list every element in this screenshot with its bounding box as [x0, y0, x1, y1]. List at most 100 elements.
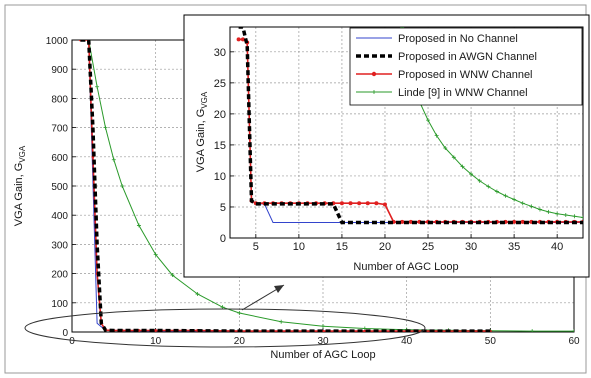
legend-label: Proposed in AWGN Channel — [398, 51, 537, 63]
main-y-axis-label: VGA Gain, GVGA — [13, 145, 27, 226]
series-2-point — [348, 201, 353, 206]
series-3-point — [512, 197, 517, 202]
series-3-point — [581, 215, 583, 220]
y-tick-label: 0 — [62, 328, 68, 339]
zoom-region-ellipse — [24, 308, 426, 348]
legend: Proposed in No Channel Proposed in AWGN C… — [349, 27, 583, 106]
series-3-point — [451, 155, 456, 160]
y-tick-label: 30 — [214, 47, 226, 59]
series-3-point — [460, 164, 465, 169]
series-2-point — [357, 201, 362, 206]
legend-marker — [371, 71, 377, 77]
zoom-arrow-head — [274, 285, 284, 293]
y-tick-label: 600 — [51, 153, 68, 164]
y-tick-label: 900 — [51, 65, 68, 76]
series-3-point — [321, 324, 325, 329]
y-tick-label: 200 — [51, 270, 68, 281]
y-tick-label: 5 — [220, 202, 226, 214]
series-3-point — [572, 329, 574, 332]
y-tick-label: 400 — [51, 211, 68, 222]
y-tick-label: 500 — [51, 182, 68, 193]
series-3-point — [469, 172, 474, 177]
x-tick-label: 0 — [69, 336, 75, 347]
series-3-point — [111, 157, 116, 162]
series-2-point — [520, 219, 525, 224]
y-tick-label: 1000 — [46, 36, 69, 47]
series-3-point — [279, 319, 284, 324]
series-2-line — [80, 40, 491, 332]
series-3-point — [426, 118, 431, 123]
y-tick-label: 100 — [51, 299, 68, 310]
x-tick-label: 35 — [508, 241, 520, 253]
x-tick-label: 20 — [234, 336, 246, 347]
series-2-point — [236, 37, 241, 42]
y-tick-label: 700 — [51, 124, 68, 135]
inset-chart: 5 10 15 20 25 30 35 40 0 5 10 15 20 25 30 Number of AG… — [183, 14, 590, 278]
series-3-point — [529, 204, 534, 209]
series-3-point — [486, 184, 491, 189]
series-3-point — [153, 252, 158, 257]
series-3-point — [120, 184, 125, 188]
series-3-point — [530, 329, 535, 332]
inset-axes-box — [229, 26, 584, 239]
series-3-point — [572, 214, 577, 219]
series-2-point — [363, 329, 367, 332]
x-tick-label: 25 — [422, 241, 434, 253]
series-1-line — [80, 40, 491, 332]
x-tick-label: 10 — [293, 241, 305, 253]
x-tick-label: 50 — [485, 336, 497, 347]
y-tick-label: 20 — [214, 109, 226, 121]
series-3-line — [401, 27, 583, 218]
x-tick-label: 20 — [379, 241, 391, 253]
x-tick-label: 5 — [253, 241, 259, 253]
x-tick-label: 60 — [568, 336, 580, 347]
series-3-point — [503, 193, 508, 198]
series-3-point — [443, 146, 448, 151]
main-series — [78, 40, 574, 332]
legend-label: Proposed in WNW Channel — [398, 69, 533, 81]
series-3-point — [546, 209, 551, 214]
series-2-point — [512, 219, 517, 224]
series-2-point — [240, 37, 245, 42]
x-tick-label: 30 — [465, 241, 477, 253]
series-3-point — [136, 223, 141, 228]
legend-marker — [372, 90, 376, 94]
series-2-point — [400, 219, 405, 224]
series-2-point — [408, 219, 413, 224]
series-3-point — [195, 292, 200, 297]
legend-label: Linde [9] in WNW Channel — [398, 87, 528, 99]
series-3-point — [95, 84, 100, 89]
x-tick-label: 15 — [336, 241, 348, 253]
series-3-point — [555, 211, 560, 216]
series-3-point — [103, 125, 108, 130]
x-tick-label: 40 — [401, 336, 413, 347]
y-tick-label: 800 — [51, 94, 68, 105]
y-tick-label: 25 — [214, 78, 226, 90]
series-2-point — [339, 201, 344, 206]
series-3-point — [563, 213, 568, 218]
series-3-point — [170, 273, 175, 278]
series-3-point — [237, 311, 242, 316]
x-tick-label: 30 — [317, 336, 329, 347]
y-tick-label: 300 — [51, 240, 68, 251]
series-2-point — [365, 201, 370, 206]
series-3-point — [520, 201, 525, 206]
y-tick-label: 0 — [220, 233, 226, 245]
series-3-point — [494, 189, 499, 194]
series-1-line — [238, 27, 583, 225]
inset-ticks: 5 10 15 20 25 30 35 40 0 5 10 15 20 25 30 — [214, 47, 564, 253]
y-tick-label: 15 — [214, 140, 226, 152]
x-tick-label: 40 — [551, 241, 563, 253]
inset-y-axis-label: VGA Gain, GVGA — [195, 91, 209, 172]
series-2-point — [374, 201, 379, 206]
main-ticks: 0 10 20 30 40 50 60010020030040050060070080090… — [46, 36, 580, 347]
series-2-point — [154, 329, 158, 332]
series-3-point — [477, 178, 482, 183]
series-2-point — [382, 202, 387, 207]
series-3-point — [434, 133, 439, 138]
main-x-axis-label: Number of AGC Loop — [270, 349, 375, 361]
y-tick-label: 10 — [214, 171, 226, 183]
inset-series — [236, 27, 583, 225]
x-tick-label: 10 — [150, 336, 162, 347]
